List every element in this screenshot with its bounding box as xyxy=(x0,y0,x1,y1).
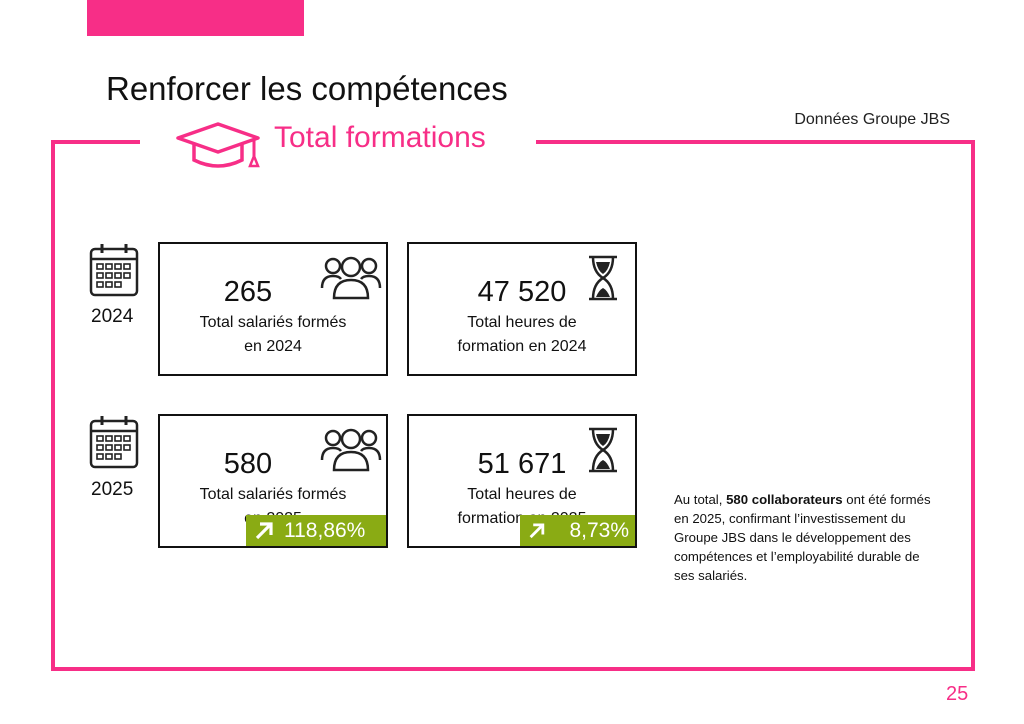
training-hours-card: 51 671 Total heures de formation en 2025… xyxy=(407,414,637,548)
hours-count: 47 520 xyxy=(477,276,567,308)
hourglass-icon xyxy=(589,255,617,301)
arrow-up-right-icon xyxy=(529,522,545,538)
hours-label-line1: Total heures de xyxy=(467,314,577,331)
graduation-cap-icon xyxy=(176,122,260,168)
summary-note: Au total, 580 collaborateurs ont été for… xyxy=(674,490,934,585)
employees-trained-card: 265 Total salariés formés en 2024 xyxy=(158,242,388,376)
calendar-icon xyxy=(89,416,139,469)
arrow-up-right-icon xyxy=(255,521,273,539)
employees-label-line1: Total salariés formés xyxy=(199,486,347,503)
people-group-icon xyxy=(320,256,382,300)
content-frame xyxy=(51,140,975,671)
hours-label-line2: formation en 2024 xyxy=(457,338,587,355)
hours-count: 51 671 xyxy=(477,448,567,480)
note-suffix: ont été formés en 2025, confirmant l’inv… xyxy=(674,492,931,583)
employees-label-line1: Total salariés formés xyxy=(199,314,347,331)
people-group-icon xyxy=(320,428,382,472)
hourglass-icon xyxy=(589,427,617,473)
top-accent-bar xyxy=(87,0,304,36)
hours-label-line1: Total heures de xyxy=(467,486,577,503)
page-number: 25 xyxy=(946,683,969,705)
employees-count: 265 xyxy=(223,276,273,308)
section-title: Total formations xyxy=(274,121,486,154)
growth-value: 118,86% xyxy=(284,518,366,542)
employees-trained-card: 580 Total salariés formés en 2025 118,86… xyxy=(158,414,388,548)
frame-title-gap xyxy=(140,132,536,152)
employees-count: 580 xyxy=(223,448,273,480)
year-label: 2025 xyxy=(91,479,134,500)
growth-badge: 118,86% xyxy=(246,515,386,546)
employees-label-line2: en 2024 xyxy=(244,338,302,355)
note-highlight: 580 collaborateurs xyxy=(726,492,843,507)
data-source-label: Données Groupe JBS xyxy=(794,111,950,128)
page-title: Renforcer les compétences xyxy=(106,70,508,107)
training-hours-card: 47 520 Total heures de formation en 2024 xyxy=(407,242,637,376)
calendar-icon xyxy=(89,244,139,297)
growth-badge: 8,73% xyxy=(520,515,635,546)
growth-value: 8,73% xyxy=(569,518,629,542)
year-label: 2024 xyxy=(91,306,134,327)
note-prefix: Au total, xyxy=(674,492,723,507)
